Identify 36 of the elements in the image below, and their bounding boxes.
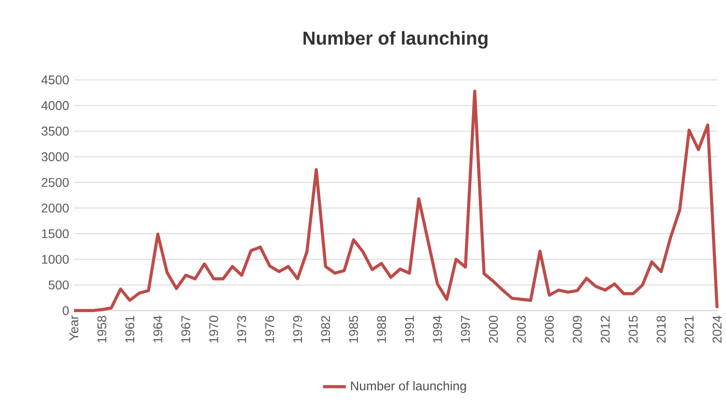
y-tick-label: 1000 — [42, 254, 69, 264]
y-tick-label: 3500 — [42, 126, 69, 136]
x-tick-label: 1988 — [377, 316, 386, 342]
x-tick-label: 2024 — [712, 315, 722, 343]
y-tick-label: 0 — [62, 306, 69, 315]
chart-title: Number of launching — [304, 30, 488, 48]
x-tick-label: 2018 — [656, 316, 666, 343]
y-tick-label: 2000 — [42, 203, 69, 212]
x-tick-label: 2006 — [544, 316, 554, 343]
y-tick-label: 3000 — [42, 152, 69, 162]
x-tick-label: 2015 — [628, 316, 638, 343]
x-tick-label: 1973 — [237, 316, 246, 342]
x-tick-label: 2021 — [684, 316, 694, 343]
x-tick-label: 1961 — [125, 316, 134, 342]
x-tick-label: 1976 — [265, 316, 274, 342]
x-tick-label: 1985 — [349, 316, 358, 342]
x-tick-label: 2009 — [572, 316, 582, 343]
x-tick-label: 2003 — [516, 316, 526, 343]
x-tick-label: 1982 — [321, 316, 330, 342]
y-tick-label: 4500 — [41, 75, 69, 84]
x-tick-label: 1991 — [405, 316, 414, 342]
legend-label: Number of launching — [351, 380, 466, 393]
x-tick-label: 1994 — [432, 315, 442, 342]
y-tick-label: 2500 — [42, 178, 69, 187]
x-tick-label: 1979 — [293, 316, 302, 342]
x-tick-label: 2012 — [600, 316, 610, 343]
x-tick-label: Year — [70, 315, 78, 340]
x-tick-label: 2000 — [488, 316, 498, 343]
y-tick-label: 1500 — [42, 228, 69, 238]
x-tick-label: 1967 — [181, 316, 190, 342]
x-tick-label: 1958 — [97, 316, 106, 342]
y-tick-label: 4000 — [41, 100, 69, 110]
x-tick-label: 1970 — [209, 316, 218, 342]
x-tick-label: 1964 — [153, 315, 162, 342]
y-tick-label: 500 — [48, 280, 69, 290]
x-tick-label: 1997 — [460, 316, 470, 342]
